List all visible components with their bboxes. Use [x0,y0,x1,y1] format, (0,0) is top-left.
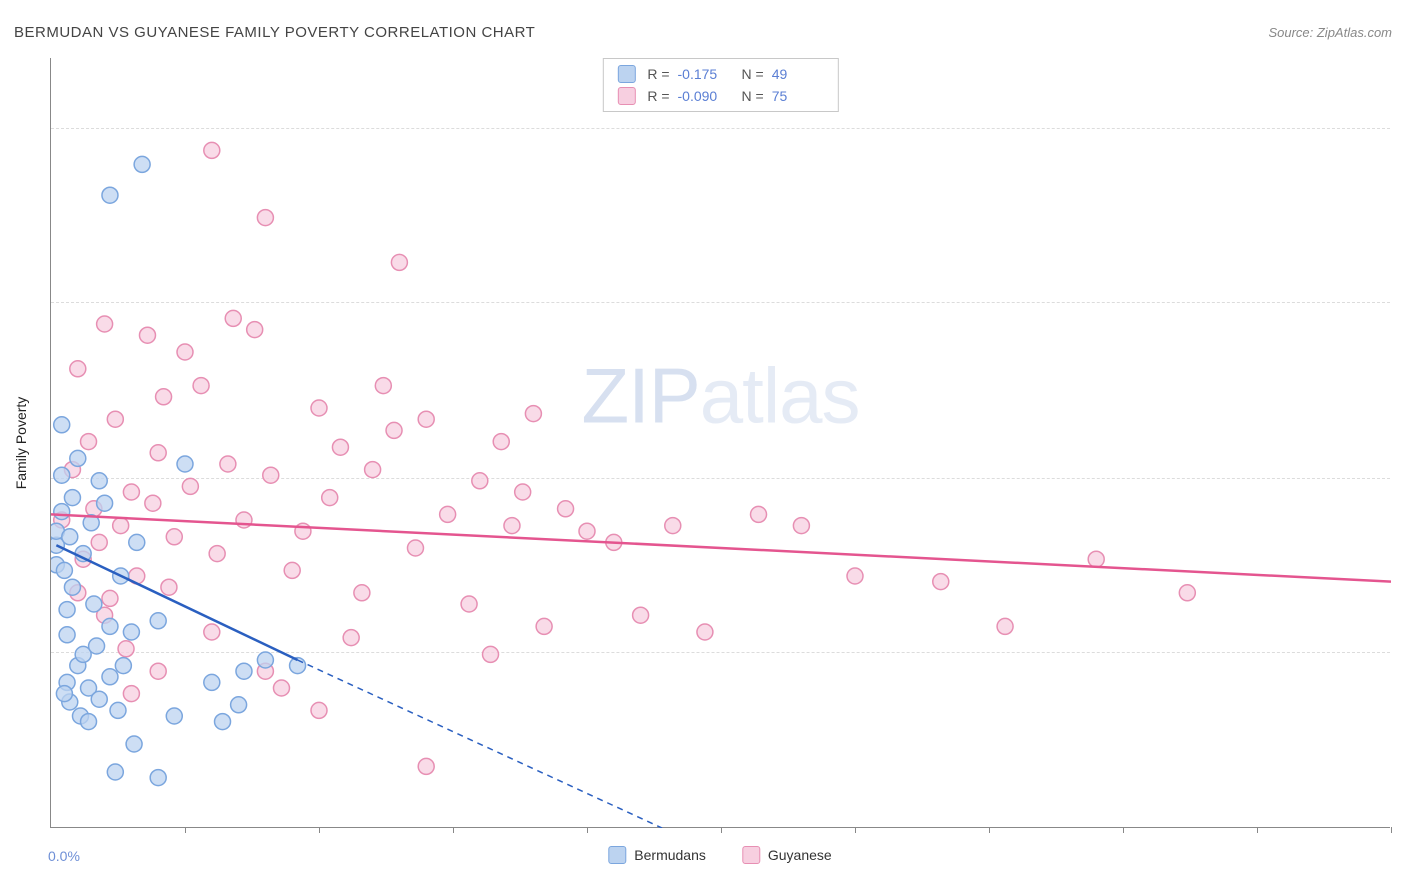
chart-title: BERMUDAN VS GUYANESE FAMILY POVERTY CORR… [14,24,535,41]
x-origin-label: 0.0% [48,848,80,864]
n-value: 49 [772,63,824,85]
r-label: R = [647,63,669,85]
y-tick-label: 18.8% [1394,294,1406,310]
stats-legend: R = -0.175 N = 49 R = -0.090 N = 75 [602,58,838,112]
legend-item-bermudans: Bermudans [608,846,706,864]
y-axis-label: Family Poverty [13,396,29,489]
legend-item-guyanese: Guyanese [742,846,832,864]
swatch-icon [742,846,760,864]
r-value: -0.090 [678,85,730,107]
series-legend: Bermudans Guyanese [608,846,831,864]
y-tick-label: 25.0% [1394,120,1406,136]
y-tick-label: 6.3% [1394,644,1406,660]
legend-label: Guyanese [768,847,832,863]
x-tick [1391,827,1392,833]
swatch-icon [617,87,635,105]
swatch-icon [617,65,635,83]
y-tick-label: 12.5% [1394,470,1406,486]
n-value: 75 [772,85,824,107]
legend-label: Bermudans [634,847,706,863]
source-label: Source: ZipAtlas.com [1268,25,1392,40]
r-label: R = [647,85,669,107]
n-label: N = [742,63,764,85]
header: BERMUDAN VS GUYANESE FAMILY POVERTY CORR… [14,20,1392,44]
stats-row-guyanese: R = -0.090 N = 75 [617,85,823,107]
stats-row-bermudans: R = -0.175 N = 49 [617,63,823,85]
r-value: -0.175 [678,63,730,85]
scatter-svg [51,58,1391,828]
plot-area: Family Poverty ZIPatlas R = -0.175 N = 4… [50,58,1390,828]
plot-frame: Family Poverty ZIPatlas R = -0.175 N = 4… [50,58,1390,828]
chart-container: BERMUDAN VS GUYANESE FAMILY POVERTY CORR… [0,0,1406,892]
swatch-icon [608,846,626,864]
n-label: N = [742,85,764,107]
